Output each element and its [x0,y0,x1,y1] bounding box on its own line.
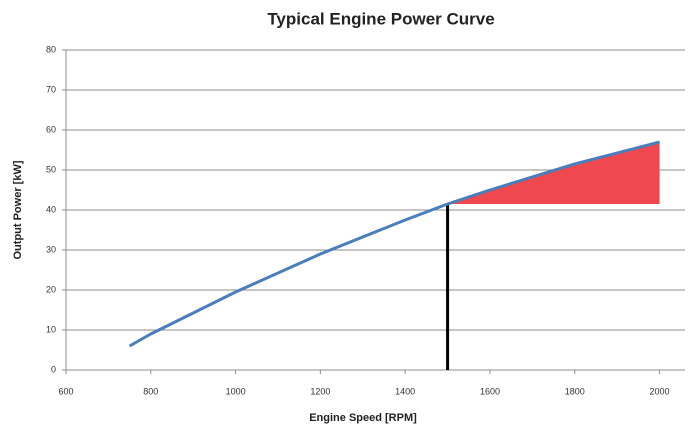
x-tick-label: 800 [143,386,158,396]
y-tick-label: 50 [46,164,56,174]
highlight-area [447,142,660,204]
y-tick-label: 70 [46,84,56,94]
y-axis-label: Output Power [kW] [12,160,24,259]
y-tick-label: 40 [46,204,56,214]
y-tick-label: 0 [51,364,56,374]
x-tick-label: 1000 [226,386,246,396]
x-axis-label: Engine Speed [RPM] [309,412,417,424]
y-tick-label: 80 [46,44,56,54]
y-tick-label: 30 [46,244,56,254]
y-tick-label: 20 [46,284,56,294]
x-tick-label: 1400 [395,386,415,396]
x-tick-label: 600 [58,386,73,396]
x-tick-label: 2000 [650,386,670,396]
chart-title: Typical Engine Power Curve [267,9,494,28]
x-tick-label: 1200 [310,386,330,396]
y-tick-label: 10 [46,324,56,334]
x-tick-label: 1600 [480,386,500,396]
data-line [128,140,660,348]
x-tick-label: 1800 [565,386,585,396]
y-tick-label: 60 [46,124,56,134]
